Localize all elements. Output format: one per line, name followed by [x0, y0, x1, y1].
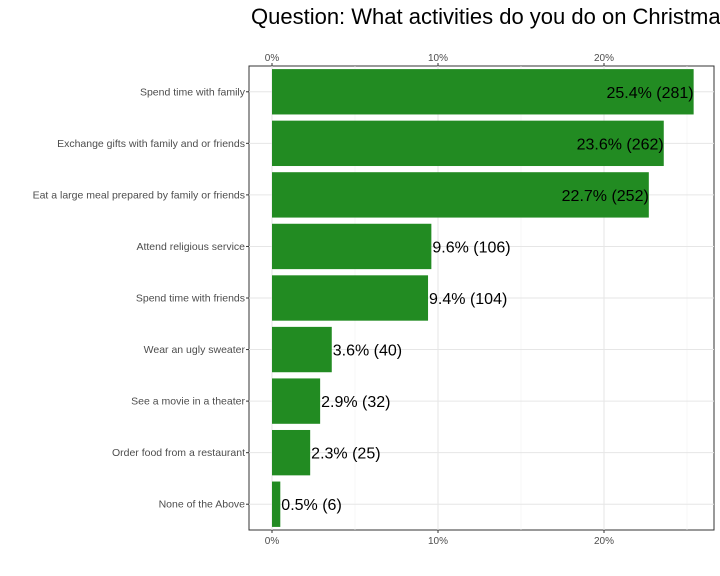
bar	[272, 172, 649, 218]
bar	[272, 378, 321, 424]
x-tick-label-bottom: 0%	[265, 536, 280, 547]
x-tick-label-top: 0%	[265, 53, 280, 64]
x-tick-label-bottom: 20%	[594, 536, 614, 547]
x-axis-top: 0% 10% 20%	[265, 53, 614, 66]
y-axis: Spend time with family Exchange gifts wit…	[33, 86, 249, 511]
bars	[272, 69, 694, 527]
category-label: See a movie in a theater	[131, 396, 245, 408]
bar	[272, 120, 664, 167]
category-label: None of the Above	[159, 499, 246, 511]
bar	[272, 326, 332, 373]
data-label: 2.3% (25)	[311, 446, 380, 463]
data-label: 22.7% (252)	[562, 188, 649, 205]
data-labels: 25.4% (281) 23.6% (262) 22.7% (252) 9.6% (1…	[281, 85, 693, 514]
data-label: 9.4% (104)	[429, 291, 507, 308]
x-tick-label-top: 10%	[428, 53, 448, 64]
x-tick-label-top: 20%	[594, 53, 614, 64]
bar	[272, 223, 432, 270]
category-label: Wear an ugly sweater	[144, 344, 246, 356]
category-label: Eat a large meal prepared by family or f…	[33, 189, 245, 201]
bar	[272, 275, 429, 321]
data-label: 25.4% (281)	[606, 85, 693, 102]
data-label: 23.6% (262)	[577, 136, 664, 153]
data-label: 3.6% (40)	[333, 343, 402, 360]
data-label: 9.6% (106)	[432, 239, 510, 256]
category-label: Exchange gifts with family and or friend…	[57, 138, 245, 150]
data-label: 2.9% (32)	[321, 394, 390, 411]
category-label: Spend time with friends	[136, 293, 245, 305]
bar	[272, 69, 694, 115]
x-axis-bottom: 0% 10% 20%	[265, 530, 614, 547]
x-tick-label-bottom: 10%	[428, 536, 448, 547]
chart-title: Question: What activities do you do on C…	[251, 4, 720, 29]
bar	[272, 429, 311, 476]
category-label: Spend time with family	[140, 86, 246, 98]
category-label: Attend religious service	[136, 241, 245, 253]
bar	[272, 481, 281, 527]
data-label: 0.5% (6)	[281, 497, 341, 514]
category-label: Order food from a restaurant	[112, 447, 245, 459]
